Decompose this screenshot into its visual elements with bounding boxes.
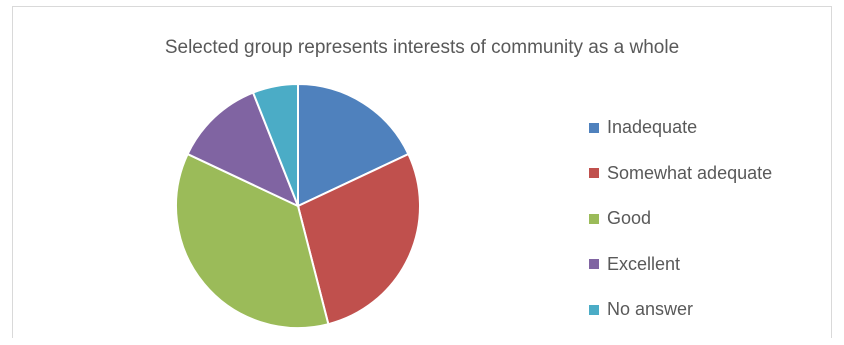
chart-frame: Selected group represents interests of c…	[12, 6, 832, 338]
pie-chart	[175, 82, 421, 329]
legend-swatch	[589, 213, 599, 224]
legend-swatch	[589, 259, 599, 270]
chart-title: Selected group represents interests of c…	[164, 37, 680, 58]
legend-item: Somewhat adequate	[589, 151, 772, 197]
legend-item: No answer	[589, 287, 772, 333]
pie-slice-inadequate	[297, 82, 410, 208]
legend-swatch	[589, 304, 599, 315]
pie-slice-good	[175, 152, 330, 329]
pie-slice-somewhat-adequate	[296, 152, 421, 326]
legend-label: Somewhat adequate	[607, 162, 773, 183]
legend-label: Excellent	[607, 253, 681, 274]
legend-label: No answer	[607, 299, 694, 320]
legend-swatch	[589, 168, 599, 179]
legend-item: Inadequate	[589, 105, 772, 151]
pie-slice-excellent	[186, 91, 300, 208]
legend-swatch	[589, 122, 599, 133]
pie-slice-no-answer	[251, 82, 299, 207]
legend-item: Excellent	[589, 242, 772, 288]
legend-label: Good	[607, 208, 652, 229]
legend-item: Good	[589, 196, 772, 242]
legend: Inadequate Somewhat adequate Good Excellent…	[589, 105, 772, 333]
legend-label: Inadequate	[607, 117, 698, 138]
